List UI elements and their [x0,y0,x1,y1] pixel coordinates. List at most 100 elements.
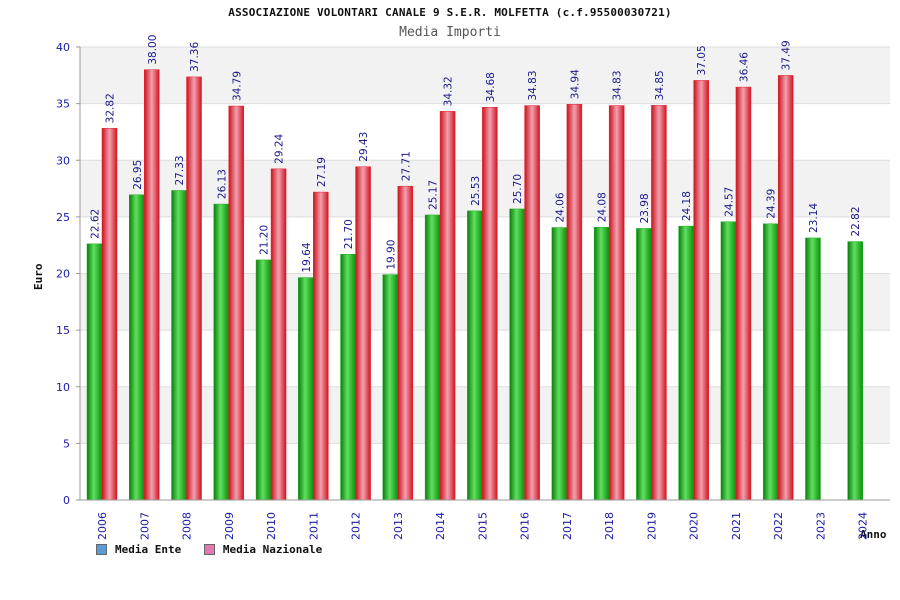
bar-media-nazionale [735,86,752,501]
bar-media-ente [298,277,314,501]
legend-swatch-media-nazionale [203,544,215,555]
y-tick-label: 5 [63,437,70,450]
data-label-media-ente: 24.08 [597,192,609,222]
data-label-media-ente: 19.90 [385,240,397,270]
bar-media-ente [382,274,399,501]
x-tick-label: 2019 [645,512,658,540]
bar-media-ente [551,227,568,501]
data-label-media-nazionale: 29.24 [274,133,286,163]
data-label-media-ente: 25.70 [512,174,524,204]
data-label-media-ente: 25.53 [470,176,482,206]
bar-media-nazionale [439,111,456,501]
data-label-media-ente: 25.17 [428,180,440,210]
bar-media-ente [847,241,863,501]
data-label-media-nazionale: 34.79 [231,71,243,101]
data-label-media-nazionale: 34.85 [654,70,666,100]
bar-media-ente [720,221,737,501]
bar-media-ente [467,210,483,501]
data-label-media-ente: 21.70 [343,219,355,249]
data-label-media-ente: 24.18 [681,191,693,221]
x-tick-label: 2011 [307,512,320,540]
data-label-media-nazionale: 34.68 [485,72,497,102]
data-label-media-nazionale: 34.94 [569,69,581,99]
bar-media-nazionale [355,166,371,501]
legend-swatch-media-ente [96,544,107,555]
bar-media-nazionale [777,75,794,501]
y-tick-label: 30 [56,154,70,167]
legend-item-media-ente: Media Ente [96,543,181,556]
bar-media-nazionale [228,105,245,501]
x-tick-label: 2021 [730,512,743,540]
bar-media-ente [86,243,103,501]
x-tick-label: 2022 [772,512,785,540]
bar-media-nazionale [101,128,118,501]
data-label-media-nazionale: 27.19 [316,157,328,187]
x-tick-label: 2018 [603,512,616,540]
bar-media-nazionale [313,191,329,501]
y-tick-label: 0 [63,494,70,507]
x-tick-label: 2012 [350,512,363,540]
y-tick-label: 10 [56,381,70,394]
data-label-media-nazionale: 37.05 [696,45,708,75]
data-label-media-ente: 22.82 [850,207,862,237]
x-tick-label: 2015 [476,512,489,540]
bar-media-ente [509,208,525,501]
grid-band [80,47,890,104]
data-label-media-ente: 24.57 [723,187,735,217]
bar-media-ente [593,227,610,501]
x-tick-label: 2014 [434,512,447,540]
bar-media-nazionale [482,106,498,501]
bar-media-ente [805,237,821,501]
data-label-media-ente: 23.98 [639,193,651,223]
data-label-media-ente: 23.14 [808,203,820,233]
bar-media-ente [424,214,441,501]
bar-media-ente [636,228,652,501]
x-axis-label: Anno [860,528,887,541]
bar-media-ente [213,203,230,501]
data-label-media-ente: 24.06 [554,192,566,222]
x-tick-label: 2008 [181,512,194,540]
y-tick-label: 20 [56,268,70,281]
data-label-media-ente: 27.33 [174,155,186,185]
bar-media-nazionale [144,69,160,501]
data-label-media-ente: 26.95 [132,160,144,190]
data-label-media-ente: 26.13 [216,169,228,199]
x-tick-label: 2017 [561,512,574,540]
data-label-media-nazionale: 38.00 [147,35,159,65]
data-label-media-nazionale: 34.83 [612,70,624,100]
x-tick-label: 2013 [392,512,405,540]
chart-subtitle: Media Importi [399,25,501,40]
bar-media-nazionale [693,80,709,501]
y-tick-label: 25 [56,211,70,224]
data-label-media-ente: 24.39 [766,189,778,219]
bar-media-nazionale [651,105,667,501]
data-label-media-nazionale: 37.36 [189,42,201,72]
y-tick-label: 15 [56,324,70,337]
bar-media-nazionale [270,168,287,501]
x-tick-label: 2006 [96,512,109,540]
data-label-media-nazionale: 34.83 [527,70,539,100]
x-tick-label: 2024 [857,512,870,540]
bar-media-ente [340,253,356,501]
bar-media-nazionale [566,104,583,501]
x-tick-label: 2016 [519,512,532,540]
bar-media-nazionale [608,105,625,501]
legend-label-media-ente: Media Ente [115,543,182,556]
x-tick-label: 2020 [688,512,701,540]
data-label-media-nazionale: 29.43 [358,132,370,162]
bar-media-nazionale [186,76,202,501]
legend-label-media-nazionale: Media Nazionale [222,543,323,556]
bar-media-nazionale [397,185,414,501]
bar-media-ente [129,194,145,501]
y-tick-label: 35 [56,98,70,111]
data-label-media-nazionale: 27.71 [400,151,412,181]
legend: Media Ente Media Nazionale [96,543,338,558]
legend-item-media-nazionale: Media Nazionale [203,543,323,556]
data-label-media-ente: 21.20 [259,225,271,255]
x-tick-label: 2007 [138,512,151,540]
chart-title: ASSOCIAZIONE VOLONTARI CANALE 9 S.E.R. M… [228,6,672,19]
data-label-media-nazionale: 32.82 [105,93,117,123]
x-tick-label: 2010 [265,512,278,540]
data-label-media-nazionale: 37.49 [781,40,793,70]
data-label-media-ente: 19.64 [301,242,313,272]
